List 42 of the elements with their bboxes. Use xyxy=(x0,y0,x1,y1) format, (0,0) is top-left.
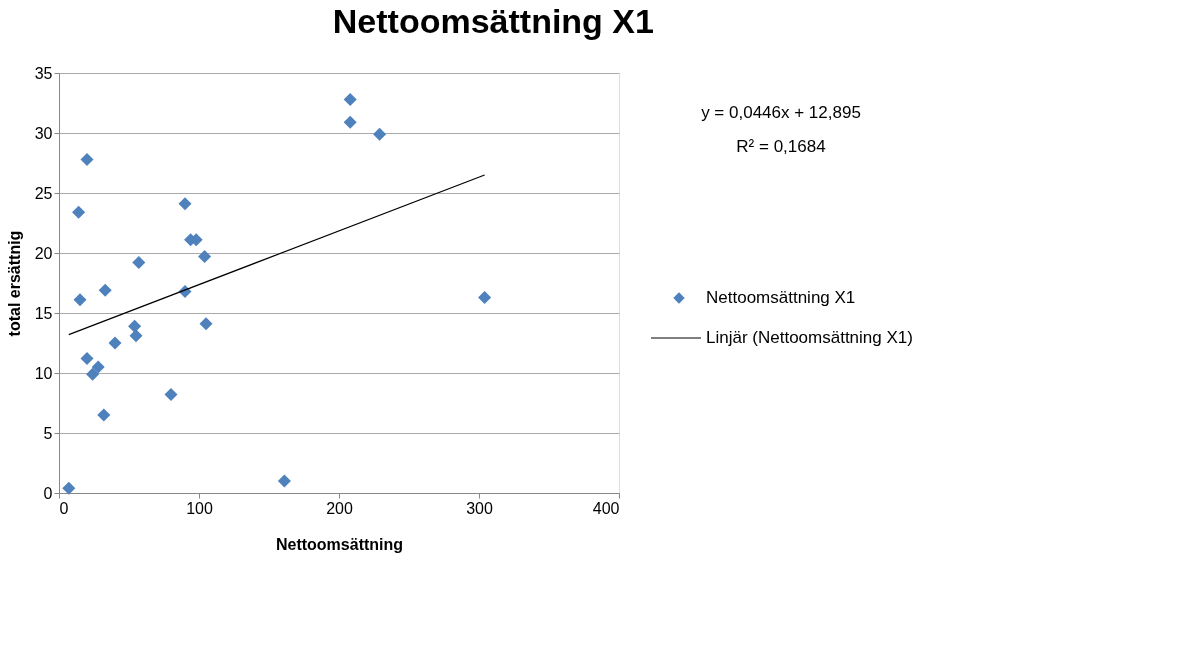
legend-label: Linjär (Nettoomsättning X1) xyxy=(706,328,913,347)
point xyxy=(478,290,492,304)
point xyxy=(91,360,105,374)
point xyxy=(277,474,291,488)
y-tick-label: 25 xyxy=(34,184,53,202)
chart-title: Nettoomsättning X1 xyxy=(332,1,654,40)
y-tick-label: 30 xyxy=(34,124,53,142)
point xyxy=(108,336,122,350)
point xyxy=(80,352,94,366)
y-tick-label: 10 xyxy=(34,364,53,382)
text: R² = 0,1684 xyxy=(736,137,826,156)
point xyxy=(86,367,100,381)
point xyxy=(98,283,112,297)
point xyxy=(128,319,142,333)
x-tick-label: 200 xyxy=(326,499,353,517)
point xyxy=(132,256,146,270)
x-axis-title: Nettoomsättning xyxy=(275,535,404,553)
point xyxy=(72,205,86,219)
y-tick-label: 0 xyxy=(43,484,53,502)
point xyxy=(73,293,87,307)
point xyxy=(80,152,94,166)
x-tick-label: 100 xyxy=(186,499,213,517)
y-tick-label: 5 xyxy=(43,424,53,442)
point xyxy=(129,329,143,343)
point xyxy=(198,250,212,264)
point xyxy=(178,197,192,211)
y-axis-title: total ersättnig xyxy=(5,230,23,337)
x-tick-label: 0 xyxy=(59,499,69,517)
y-tick-label: 35 xyxy=(34,64,53,82)
point xyxy=(343,115,357,129)
point xyxy=(199,317,213,331)
y-tick-label: 20 xyxy=(34,244,53,262)
x-tick-label: 300 xyxy=(466,499,493,517)
y-tick-label: 15 xyxy=(34,304,53,322)
point xyxy=(62,481,76,495)
legend-label: Nettoomsättning X1 xyxy=(706,288,856,307)
text: y = 0,0446x + 12,895 xyxy=(701,103,861,122)
point xyxy=(164,388,178,402)
point xyxy=(97,408,111,422)
x-tick-label: 400 xyxy=(592,499,620,517)
point xyxy=(343,92,357,106)
point xyxy=(373,127,387,141)
